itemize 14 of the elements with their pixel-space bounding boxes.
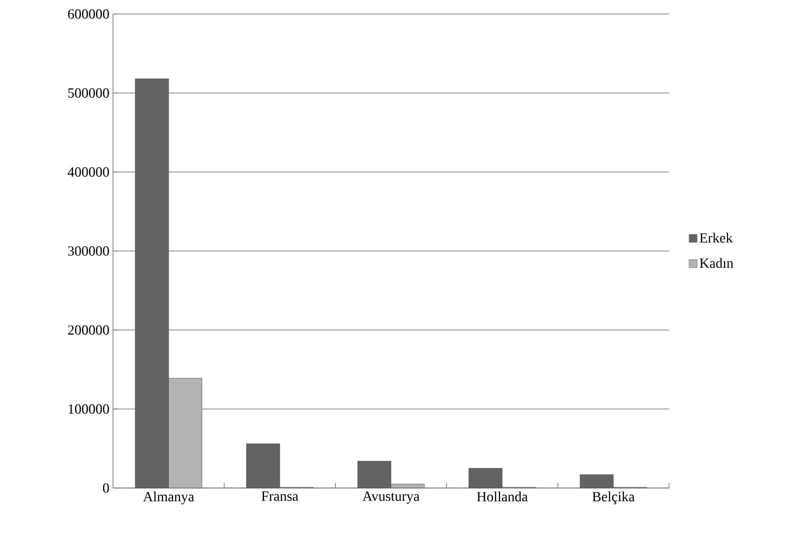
y-tick-label: 100000 <box>68 404 109 414</box>
y-tick-label: 500000 <box>68 88 109 98</box>
x-tick-label: Avusturya <box>362 492 420 504</box>
y-tick-label: 600000 <box>68 9 109 19</box>
y-tick-label: 0 <box>103 483 109 493</box>
y-tick-label: 300000 <box>68 246 109 256</box>
x-tick-label: Fransa <box>262 492 298 501</box>
y-tick-label: 200000 <box>68 325 109 335</box>
x-tick-label: Hollanda <box>476 492 528 502</box>
x-tick-label: Almanya <box>143 492 194 504</box>
legend-label: Erkek <box>700 232 733 243</box>
legend-label: Kadın <box>700 258 734 268</box>
y-tick-label: 400000 <box>68 167 109 177</box>
x-tick-label: Belçika <box>592 492 635 504</box>
